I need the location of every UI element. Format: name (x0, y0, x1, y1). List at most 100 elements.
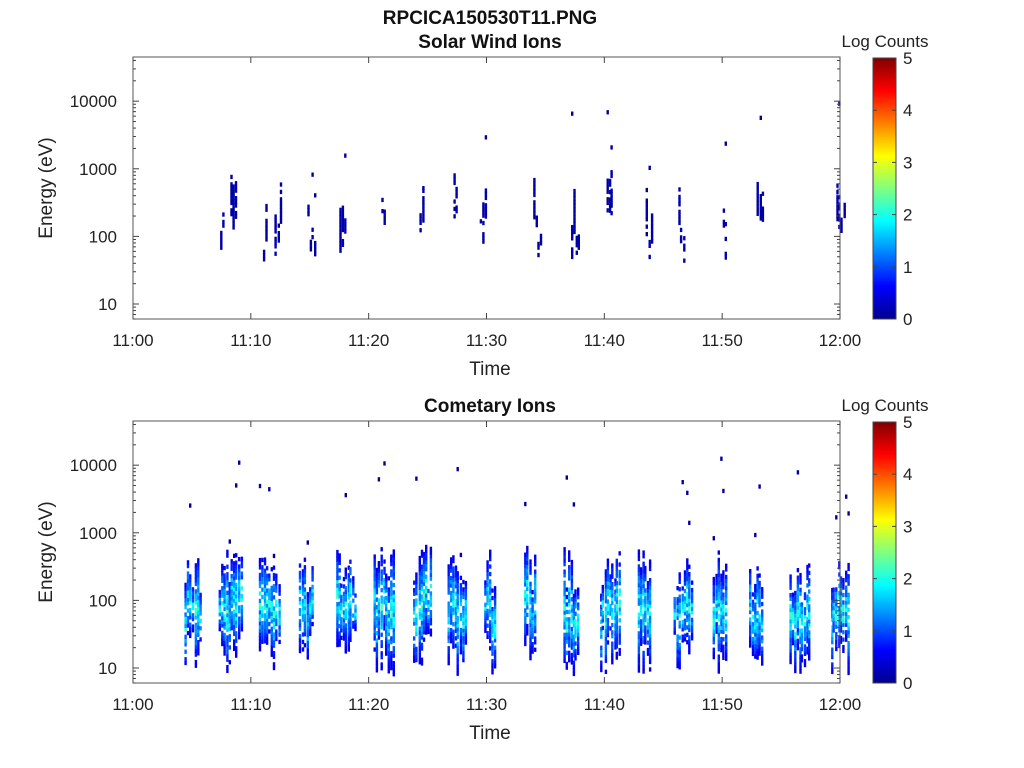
spectrogram-cell (725, 585, 728, 591)
spectrogram-cell (717, 624, 720, 629)
spectrogram-cell (831, 614, 834, 619)
spectrogram-cell (194, 607, 198, 613)
spectrogram-cell (450, 583, 453, 588)
spectrogram-cell (240, 608, 244, 613)
spectrogram-cell (427, 588, 430, 594)
spectrogram-cell (609, 592, 612, 598)
spectrogram-cell (354, 623, 357, 628)
spectrogram-cell (683, 588, 687, 594)
spectrogram-cell (303, 568, 307, 574)
spectrogram-cell (526, 623, 529, 629)
spectrogram-cell (427, 618, 430, 623)
spectrogram-cell (531, 627, 534, 632)
spectrogram-cell (191, 613, 195, 618)
spectrogram-cell (749, 602, 752, 607)
spectrogram-cell (455, 190, 458, 195)
spectrogram-cell (572, 612, 576, 617)
spectrogram-cell (618, 603, 621, 608)
spectrogram-cell (375, 664, 379, 669)
spectrogram-cell (842, 630, 845, 635)
spectrogram-cell (415, 572, 418, 577)
spectrogram-cell (799, 665, 802, 671)
spectrogram-cell (375, 575, 379, 580)
spectrogram-cell (387, 665, 390, 670)
spectrogram-cell (725, 619, 728, 624)
spectrogram-cell (234, 181, 238, 186)
spectrogram-cell (794, 624, 797, 629)
spectrogram-cell (375, 623, 379, 628)
spectrogram-cell (263, 594, 267, 599)
spectrogram-cell (429, 569, 433, 574)
spectrogram-cell (491, 670, 494, 675)
spectrogram-cell (537, 245, 540, 250)
spectrogram-cell (220, 230, 223, 236)
spectrogram-cell (531, 597, 534, 602)
spectrogram-cell (238, 586, 241, 592)
spectrogram-cell (563, 573, 566, 578)
spectrogram-cell (835, 613, 838, 618)
spectrogram-cell (232, 191, 235, 197)
spectrogram-cell (336, 564, 339, 570)
spectrogram-cell (531, 649, 534, 654)
spectrogram-cell (571, 236, 574, 241)
spectrogram-cell (690, 621, 694, 626)
spectrogram-cell (347, 621, 350, 626)
spectrogram-cell (452, 607, 455, 612)
spectrogram-cell (568, 550, 571, 555)
spectrogram-cell (261, 557, 264, 563)
spectrogram-cell (796, 616, 800, 621)
spectrogram-cell (191, 590, 195, 596)
spectrogram-cell (263, 579, 267, 584)
spectrogram-cell (644, 610, 647, 615)
spectrogram-cell (261, 568, 264, 574)
spectrogram-cell (184, 627, 187, 632)
colorbar-cometary (873, 422, 896, 683)
spectrogram-cell (756, 648, 759, 653)
spectrogram-cell (263, 587, 267, 592)
spectrogram-cell (715, 596, 718, 601)
spectrogram-cell (387, 587, 390, 592)
spectrogram-cell (418, 582, 421, 587)
spectrogram-cell (392, 672, 395, 677)
spectrogram-cell (464, 629, 468, 634)
spectrogram-cell (642, 665, 645, 670)
spectrogram-cell (608, 204, 612, 210)
spectrogram-cell (462, 613, 465, 618)
spectrogram-cell (265, 603, 269, 608)
spectrogram-cell (791, 596, 795, 601)
spectrogram-cell (838, 561, 841, 566)
spectrogram-cell (577, 628, 580, 633)
spectrogram-cell (637, 616, 641, 621)
spectrogram-cell (712, 651, 715, 656)
spectrogram-cell (380, 554, 383, 559)
spectrogram-cell (577, 624, 580, 629)
spectrogram-cell (306, 647, 309, 653)
spectrogram-cell (534, 588, 537, 593)
spectrogram-cell (258, 621, 262, 626)
spectrogram-cell (611, 645, 614, 650)
spectrogram-cell (688, 579, 691, 584)
spectrogram-cell (418, 585, 421, 590)
spectrogram-cell (306, 618, 309, 623)
spectrogram-cell (725, 608, 728, 613)
spectrogram-cell (533, 211, 536, 216)
spectrogram-cell (794, 639, 797, 644)
spectrogram-cell (184, 642, 187, 647)
spectrogram-cell (342, 621, 346, 626)
spectrogram-cell (383, 618, 386, 624)
spectrogram-cell (233, 579, 236, 585)
spectrogram-cell (831, 640, 834, 645)
spectrogram-cell (526, 627, 529, 632)
spectrogram-cell (574, 589, 577, 594)
spectrogram-cell (464, 633, 468, 638)
spectrogram-cell (601, 610, 604, 616)
spectrogram-cell (464, 603, 468, 608)
spectrogram-cell (222, 223, 225, 228)
spectrogram-cell (529, 644, 532, 650)
spectrogram-cell (839, 635, 843, 641)
spectrogram-cell (272, 632, 276, 637)
spectrogram-cell (415, 598, 418, 603)
spectrogram-cell (800, 606, 804, 611)
spectrogram-cell (529, 656, 532, 661)
spectrogram-cell (568, 568, 571, 574)
